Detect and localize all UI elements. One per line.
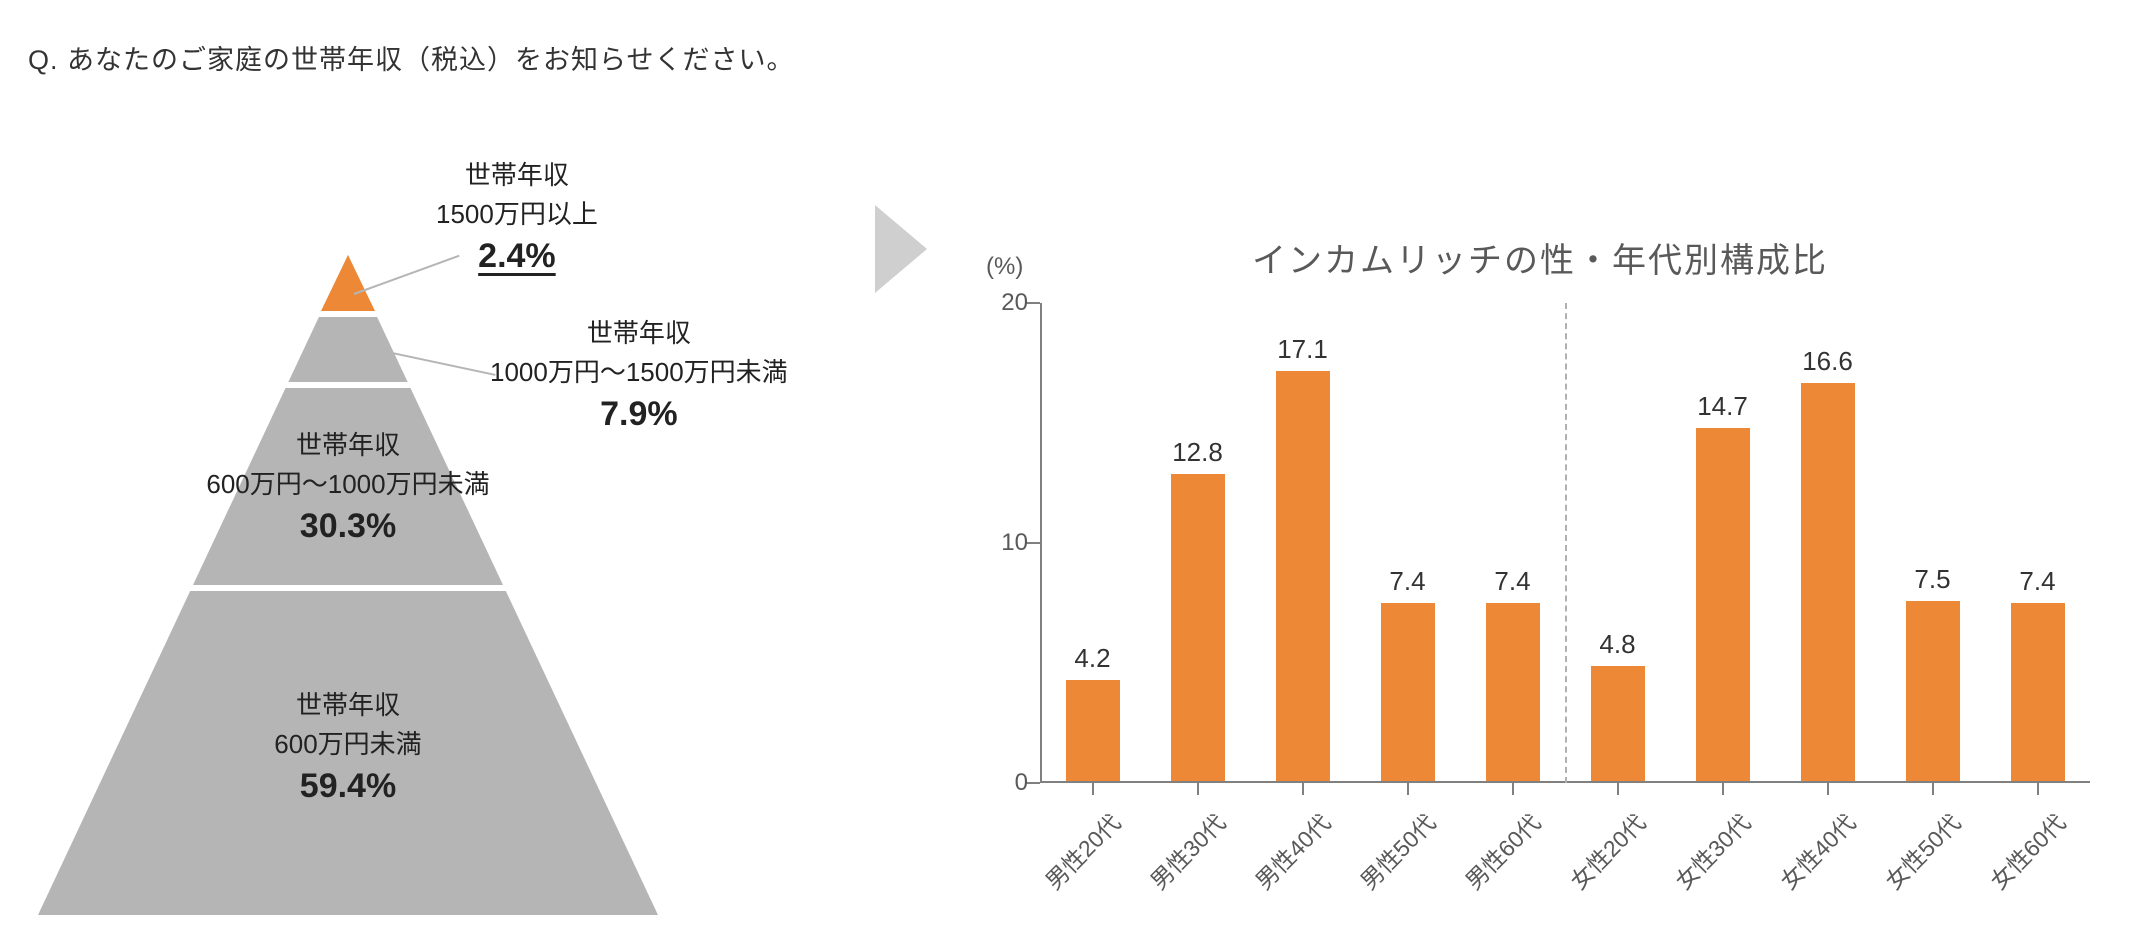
bar bbox=[1066, 680, 1120, 781]
x-tick-label: 女性50代 bbox=[1858, 805, 1967, 914]
seg-label-line2: 1500万円以上 bbox=[436, 194, 598, 231]
bar-value: 7.4 bbox=[1468, 566, 1558, 597]
seg-label-pct: 59.4% bbox=[274, 767, 421, 806]
y-tick-label: 10 bbox=[984, 529, 1028, 557]
y-axis-unit: (%) bbox=[986, 253, 1023, 281]
pyramid-seg-4-label: 世帯年収 600万円未満 59.4% bbox=[274, 685, 421, 806]
bar bbox=[1171, 474, 1225, 781]
bar bbox=[1486, 603, 1540, 781]
bar bbox=[1381, 603, 1435, 781]
bar bbox=[1276, 371, 1330, 781]
seg-label-line2: 600万円未満 bbox=[274, 724, 421, 761]
seg-label-line2: 600万円～1000万円未満 bbox=[206, 464, 489, 501]
x-tick bbox=[1932, 783, 1934, 795]
x-tick bbox=[1827, 783, 1829, 795]
bar bbox=[1801, 383, 1855, 781]
x-tick bbox=[1407, 783, 1409, 795]
bar-value: 4.8 bbox=[1573, 629, 1663, 660]
bar-value: 16.6 bbox=[1783, 346, 1873, 377]
pyramid-seg-1-label: 世帯年収 1500万円以上 2.4% bbox=[436, 155, 598, 276]
bar-value: 14.7 bbox=[1678, 391, 1768, 422]
seg-label-line1: 世帯年収 bbox=[274, 685, 421, 722]
x-tick bbox=[1512, 783, 1514, 795]
seg-label-line1: 世帯年収 bbox=[206, 425, 489, 462]
x-tick bbox=[1197, 783, 1199, 795]
x-tick-label: 男性20代 bbox=[1018, 805, 1127, 914]
bar-chart: インカムリッチの性・年代別構成比 (%) 010204.2男性20代12.8男性… bbox=[970, 218, 2110, 918]
x-tick-label: 男性30代 bbox=[1123, 805, 1232, 914]
bar bbox=[2011, 603, 2065, 781]
y-tick bbox=[1026, 782, 1040, 784]
seg-label-pct: 2.4% bbox=[436, 237, 598, 276]
bar bbox=[1591, 666, 1645, 781]
bar-value: 7.4 bbox=[1993, 566, 2083, 597]
x-tick-label: 女性30代 bbox=[1648, 805, 1757, 914]
y-tick bbox=[1026, 542, 1040, 544]
y-tick-label: 20 bbox=[984, 289, 1028, 317]
bar bbox=[1696, 428, 1750, 781]
x-tick bbox=[1302, 783, 1304, 795]
bar bbox=[1906, 601, 1960, 781]
x-tick-label: 男性40代 bbox=[1228, 805, 1337, 914]
seg-label-line1: 世帯年収 bbox=[436, 155, 598, 192]
seg-label-line2: 1000万円～1500万円未満 bbox=[490, 352, 788, 389]
group-divider bbox=[1565, 303, 1567, 783]
chart-plot-area: 010204.2男性20代12.8男性30代17.1男性40代7.4男性50代7… bbox=[1040, 303, 2090, 783]
pyramid-chart: 世帯年収 1500万円以上 2.4% 世帯年収 1000万円～1500万円未満 … bbox=[38, 255, 658, 915]
x-tick-label: 男性60代 bbox=[1438, 805, 1547, 914]
bar-value: 4.2 bbox=[1048, 643, 1138, 674]
x-tick bbox=[1092, 783, 1094, 795]
pyramid-seg-2-label: 世帯年収 1000万円～1500万円未満 7.9% bbox=[490, 313, 788, 434]
bar-value: 12.8 bbox=[1153, 437, 1243, 468]
chart-title: インカムリッチの性・年代別構成比 bbox=[970, 233, 2110, 282]
pyramid-tip bbox=[321, 255, 375, 311]
arrow-icon bbox=[875, 205, 927, 293]
y-axis bbox=[1040, 303, 1042, 783]
question-text: Q. あなたのご家庭の世帯年収（税込）をお知らせください。 bbox=[28, 38, 794, 77]
bar-value: 17.1 bbox=[1258, 334, 1348, 365]
seg-label-pct: 7.9% bbox=[490, 395, 788, 434]
bar-value: 7.4 bbox=[1363, 566, 1453, 597]
pyramid-seg-3-label: 世帯年収 600万円～1000万円未満 30.3% bbox=[206, 425, 489, 546]
x-tick-label: 女性20代 bbox=[1543, 805, 1652, 914]
y-tick bbox=[1026, 302, 1040, 304]
x-tick-label: 男性50代 bbox=[1333, 805, 1442, 914]
x-tick bbox=[1722, 783, 1724, 795]
seg-label-line1: 世帯年収 bbox=[490, 313, 788, 350]
y-tick-label: 0 bbox=[984, 769, 1028, 797]
seg-label-pct: 30.3% bbox=[206, 507, 489, 546]
x-tick bbox=[2037, 783, 2039, 795]
x-tick-label: 女性60代 bbox=[1963, 805, 2072, 914]
x-tick bbox=[1617, 783, 1619, 795]
x-tick-label: 女性40代 bbox=[1753, 805, 1862, 914]
bar-value: 7.5 bbox=[1888, 564, 1978, 595]
pyramid-divider bbox=[38, 585, 658, 591]
